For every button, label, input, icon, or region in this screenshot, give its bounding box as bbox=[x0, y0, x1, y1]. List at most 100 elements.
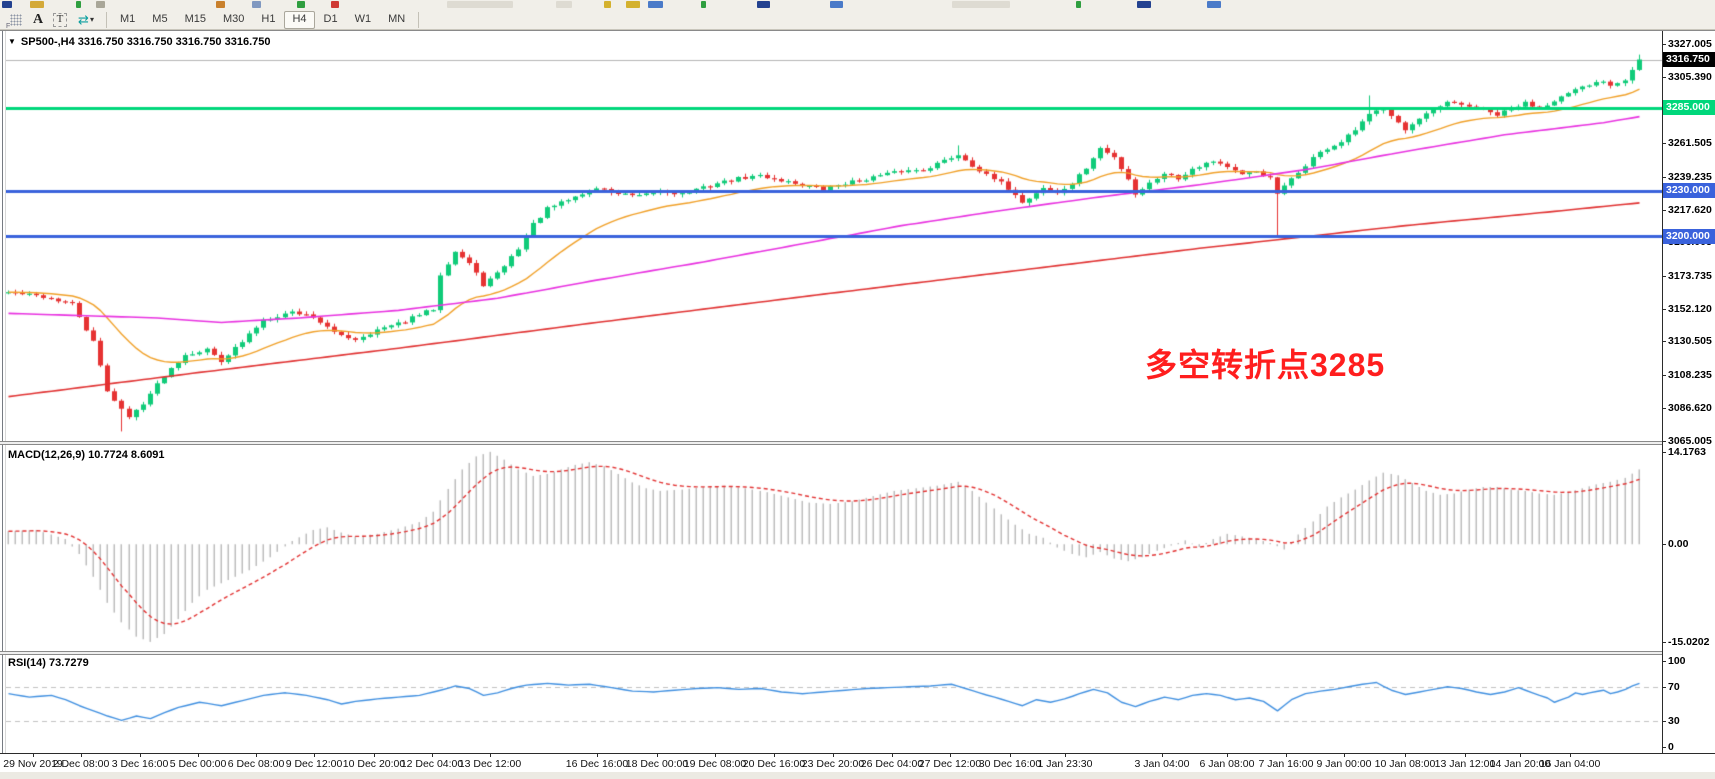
time-tick bbox=[1344, 753, 1345, 757]
time-tick-label: 12 Dec 04:00 bbox=[400, 758, 464, 770]
price-tick-label: 3173.735 bbox=[1668, 270, 1712, 282]
price-tick-label: 3086.620 bbox=[1668, 402, 1712, 414]
chart-left-border bbox=[2, 31, 3, 753]
tf-button-h4[interactable]: H4 bbox=[284, 10, 315, 29]
time-tick-label: 16 Jan 04:00 bbox=[1539, 758, 1601, 770]
clipped-toolbar-icon[interactable] bbox=[556, 1, 572, 8]
rsi-label: RSI(14) 73.7279 bbox=[8, 657, 89, 669]
rsi-tick bbox=[1662, 661, 1666, 662]
time-tick bbox=[1570, 753, 1571, 757]
time-tick-label: 13 Dec 12:00 bbox=[458, 758, 522, 770]
price-tick bbox=[1662, 375, 1666, 376]
symbol-dropdown-triangle-icon[interactable]: ▼ bbox=[8, 37, 16, 46]
crosshair-grid-icon[interactable]: F bbox=[5, 11, 27, 30]
time-tick-label: 29 Nov 2019 bbox=[3, 758, 63, 770]
clipped-toolbar-icon[interactable] bbox=[604, 1, 611, 8]
clipped-toolbar-icon[interactable] bbox=[952, 1, 1010, 8]
clipped-toolbar-icon[interactable] bbox=[252, 1, 261, 8]
time-tick bbox=[140, 753, 141, 757]
clipped-toolbar-icon[interactable] bbox=[76, 1, 81, 8]
clipped-toolbar-icon[interactable] bbox=[1076, 1, 1081, 8]
macd-tick bbox=[1662, 642, 1666, 643]
time-tick-label: 16 Dec 16:00 bbox=[565, 758, 629, 770]
price-level-badge: 3316.750 bbox=[1663, 52, 1715, 67]
tf-button-h1[interactable]: H1 bbox=[253, 11, 283, 29]
time-axis[interactable]: 29 Nov 2019 2 Dec 08:00 3 Dec 16:00 5 Dec 0… bbox=[0, 753, 1715, 772]
time-tick bbox=[833, 753, 834, 757]
chart-title[interactable]: ▼ SP500-,H4 3316.750 3316.750 3316.750 3… bbox=[8, 36, 270, 48]
price-level-badge: 3285.000 bbox=[1663, 100, 1715, 115]
time-tick bbox=[33, 753, 34, 757]
time-tick bbox=[314, 753, 315, 757]
time-tick bbox=[950, 753, 951, 757]
clipped-toolbar-icon[interactable] bbox=[1137, 1, 1151, 8]
rsi-tick-label: 0 bbox=[1668, 741, 1674, 753]
symbol-ohlc-text: SP500-,H4 3316.750 3316.750 3316.750 331… bbox=[20, 36, 271, 48]
clipped-toolbar-icon[interactable] bbox=[701, 1, 706, 8]
dropdown-caret-icon: ▾ bbox=[89, 15, 94, 24]
time-tick bbox=[1405, 753, 1406, 757]
text-tool-button[interactable]: T bbox=[49, 11, 71, 29]
price-tick-label: 3261.505 bbox=[1668, 137, 1712, 149]
clipped-toolbar-icon[interactable] bbox=[648, 1, 663, 8]
price-tick bbox=[1662, 276, 1666, 277]
toolbar-separator bbox=[418, 11, 420, 28]
time-tick-label: 27 Dec 12:00 bbox=[918, 758, 982, 770]
pane-splitter-rsi[interactable] bbox=[0, 651, 1662, 655]
price-axis-line bbox=[1662, 31, 1663, 753]
time-tick bbox=[1162, 753, 1163, 757]
text-label-tool-button[interactable]: A bbox=[27, 11, 49, 29]
time-tick-label: 3 Dec 16:00 bbox=[111, 758, 169, 770]
price-tick-label: 3217.620 bbox=[1668, 204, 1712, 216]
clipped-toolbar-icon[interactable] bbox=[30, 1, 44, 8]
shapes-tool-button[interactable]: ⇄ ▾ bbox=[71, 11, 101, 29]
price-level-badge: 3230.000 bbox=[1663, 183, 1715, 198]
window-bottom-strip bbox=[0, 772, 1715, 779]
tf-button-m5[interactable]: M5 bbox=[144, 11, 175, 29]
tf-button-mn[interactable]: MN bbox=[380, 11, 413, 29]
clipped-toolbar-icon[interactable] bbox=[2, 1, 12, 8]
tf-button-d1[interactable]: D1 bbox=[316, 11, 346, 29]
time-tick bbox=[1010, 753, 1011, 757]
time-tick bbox=[432, 753, 433, 757]
tf-button-m30[interactable]: M30 bbox=[215, 11, 252, 29]
macd-pane-canvas[interactable] bbox=[6, 445, 1662, 651]
price-tick-label: 3239.235 bbox=[1668, 171, 1712, 183]
tf-button-m1[interactable]: M1 bbox=[112, 11, 143, 29]
letter-a-icon: A bbox=[32, 11, 44, 27]
rsi-tick bbox=[1662, 687, 1666, 688]
clipped-toolbar-icon[interactable] bbox=[626, 1, 640, 8]
pane-splitter-macd[interactable] bbox=[0, 441, 1662, 445]
clipped-toolbar-icon[interactable] bbox=[96, 1, 105, 8]
clipped-toolbar-icon[interactable] bbox=[297, 1, 305, 8]
time-tick-label: 18 Dec 00:00 bbox=[625, 758, 689, 770]
chart-left-border-inner bbox=[5, 31, 6, 753]
tf-button-w1[interactable]: W1 bbox=[347, 11, 380, 29]
arrows-icon: ⇄ bbox=[78, 12, 89, 27]
clipped-toolbar-icon[interactable] bbox=[216, 1, 225, 8]
price-tick-label: 3152.120 bbox=[1668, 303, 1712, 315]
price-tick bbox=[1662, 441, 1666, 442]
rsi-pane-canvas[interactable] bbox=[6, 655, 1662, 753]
clipped-toolbar-icon[interactable] bbox=[830, 1, 843, 8]
time-tick bbox=[374, 753, 375, 757]
clipped-toolbar-icon[interactable] bbox=[447, 1, 513, 8]
clipped-toolbar-icon[interactable] bbox=[757, 1, 770, 8]
price-tick bbox=[1662, 309, 1666, 310]
time-axis-line bbox=[0, 753, 1715, 754]
time-tick-label: 2 Dec 08:00 bbox=[52, 758, 110, 770]
time-tick bbox=[1465, 753, 1466, 757]
price-tick-label: 3327.005 bbox=[1668, 38, 1712, 50]
rsi-tick-label: 30 bbox=[1668, 715, 1680, 727]
price-chart-canvas[interactable] bbox=[6, 31, 1662, 441]
tf-button-m15[interactable]: M15 bbox=[177, 11, 214, 29]
clipped-toolbar-icon[interactable] bbox=[1207, 1, 1221, 8]
time-tick-label: 26 Dec 04:00 bbox=[860, 758, 924, 770]
letter-t-icon: T bbox=[52, 12, 68, 27]
clipped-toolbar-icon[interactable] bbox=[331, 1, 339, 8]
time-tick-label: 30 Dec 16:00 bbox=[978, 758, 1042, 770]
macd-tick-label: 0.00 bbox=[1668, 538, 1689, 550]
time-tick bbox=[256, 753, 257, 757]
time-tick-label: 9 Jan 00:00 bbox=[1316, 758, 1372, 770]
macd-tick-label: 14.1763 bbox=[1668, 446, 1706, 458]
